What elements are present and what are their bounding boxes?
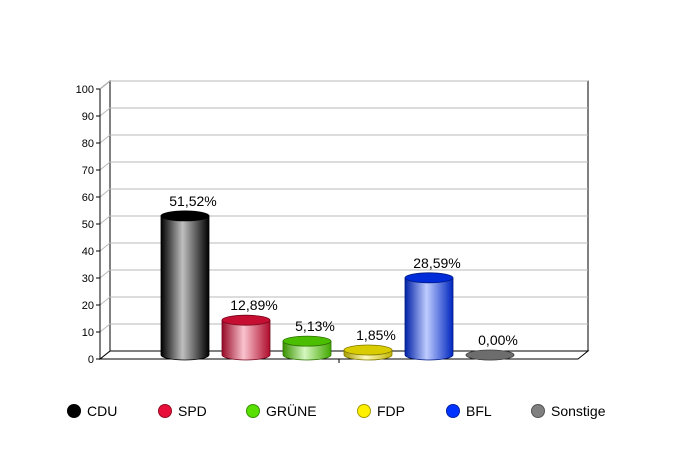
legend-swatch bbox=[67, 404, 81, 418]
legend-label: Sonstige bbox=[551, 403, 606, 419]
data-label: 1,85% bbox=[356, 327, 396, 343]
y-tick-label: 10 bbox=[82, 327, 94, 339]
bar-CDU bbox=[160, 210, 210, 361]
y-tick-label: 20 bbox=[82, 300, 94, 312]
data-label: 0,00% bbox=[478, 332, 518, 348]
y-tick-label: 60 bbox=[82, 192, 94, 204]
bar-body bbox=[404, 277, 454, 361]
y-tick-label: 90 bbox=[82, 111, 94, 123]
bar-FDP bbox=[343, 344, 393, 361]
gridline-side bbox=[99, 296, 111, 306]
legend-swatch bbox=[357, 404, 371, 418]
bar-top bbox=[282, 335, 332, 347]
legend-item-SPD: SPD bbox=[158, 400, 207, 422]
legend-item-GRÜNE: GRÜNE bbox=[246, 400, 317, 422]
bar-top bbox=[343, 344, 393, 356]
legend-label: BFL bbox=[466, 403, 492, 419]
legend-label: SPD bbox=[178, 403, 207, 419]
legend-label: GRÜNE bbox=[266, 403, 317, 419]
legend-item-BFL: BFL bbox=[446, 400, 492, 422]
legend-swatch bbox=[446, 404, 460, 418]
bar-BFL bbox=[404, 272, 454, 361]
bar-top bbox=[465, 349, 515, 361]
y-tick-label: 30 bbox=[82, 273, 94, 285]
bar-Sonstige bbox=[465, 349, 515, 361]
bar-body bbox=[160, 215, 210, 361]
bar-chart: 0 10 20 30 40 50 60 70 80 90 100 51,52% 12,89% 5,13%… bbox=[76, 79, 590, 366]
y-tick-label: 0 bbox=[88, 354, 94, 366]
legend-swatch bbox=[531, 404, 545, 418]
data-label: 5,13% bbox=[295, 318, 335, 334]
data-labels: 51,52% 12,89% 5,13% 1,85% 28,59% 0,00% bbox=[169, 193, 518, 348]
data-label: 51,52% bbox=[169, 193, 216, 209]
legend-item-CDU: CDU bbox=[67, 400, 117, 422]
y-tick-label: 70 bbox=[82, 165, 94, 177]
bar-SPD bbox=[221, 314, 271, 361]
legend-label: CDU bbox=[87, 403, 118, 419]
gridline-side bbox=[99, 161, 111, 171]
legend-label: FDP bbox=[377, 403, 405, 419]
legend-swatch bbox=[158, 404, 172, 418]
bar-top bbox=[160, 210, 210, 222]
bar-top bbox=[221, 314, 271, 326]
gridline-side bbox=[99, 134, 111, 144]
gridline-side bbox=[99, 215, 111, 225]
bar-body bbox=[221, 319, 271, 361]
bars bbox=[160, 210, 515, 361]
data-label: 28,59% bbox=[413, 255, 460, 271]
legend: CDU SPD GRÜNE FDP BFL Sonstige bbox=[0, 400, 678, 422]
y-tick-label: 50 bbox=[82, 219, 94, 231]
bar-top bbox=[404, 272, 454, 284]
legend-item-FDP: FDP bbox=[357, 400, 405, 422]
y-tick-label: 40 bbox=[82, 246, 94, 258]
data-label: 12,89% bbox=[230, 297, 277, 313]
y-tick-label: 80 bbox=[82, 138, 94, 150]
legend-swatch bbox=[246, 404, 260, 418]
gridline-side bbox=[99, 242, 111, 252]
gridline-side bbox=[99, 107, 111, 117]
gridline-side bbox=[99, 323, 111, 333]
y-tick-label: 100 bbox=[76, 84, 94, 96]
gridline-side bbox=[99, 188, 111, 198]
gridline-side bbox=[99, 80, 111, 90]
gridline-side bbox=[99, 269, 111, 279]
legend-item-Sonstige: Sonstige bbox=[531, 400, 605, 422]
bar-GRÜNE bbox=[282, 335, 332, 361]
